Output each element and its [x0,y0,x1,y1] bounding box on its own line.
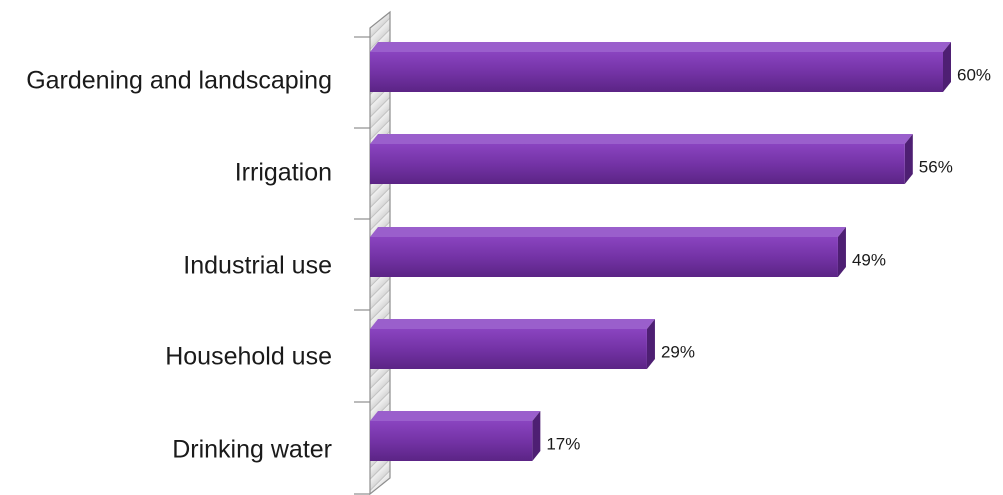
bars-group [370,42,951,461]
bar-top-face [370,134,913,144]
value-label-3: 29% [661,342,695,361]
bar-top-face [370,319,655,329]
bar-front-face [370,329,647,369]
bar-side-face [837,227,846,277]
category-label-2: Industrial use [183,252,332,280]
value-label-1: 56% [919,157,953,176]
bar-side-face [904,134,913,184]
category-label-3: Household use [165,343,332,371]
axis-ticks [354,36,370,495]
bar-top-face [370,227,846,237]
bar-0 [370,42,951,92]
bar-front-face [370,144,905,184]
bar-1 [370,134,913,184]
category-labels: Gardening and landscaping Irrigation Ind… [26,67,332,464]
value-label-2: 49% [852,250,886,269]
bar-side-face [532,411,541,461]
bar-front-face [370,237,838,277]
bar-side-face [943,42,951,92]
category-label-4: Drinking water [172,436,332,464]
category-label-0: Gardening and landscaping [26,67,332,95]
bar-side-face [646,319,655,369]
bar-front-face [370,52,943,92]
value-label-0: 60% [957,65,991,84]
value-labels: 60% 56% 49% 29% 17% [546,65,991,453]
bar-front-face [370,421,533,461]
bar-top-face [370,42,951,52]
bar-4 [370,411,541,461]
bar-3 [370,319,655,369]
value-label-4: 17% [546,434,580,453]
bar-2 [370,227,846,277]
bar-top-face [370,411,541,421]
category-label-1: Irrigation [235,159,332,187]
